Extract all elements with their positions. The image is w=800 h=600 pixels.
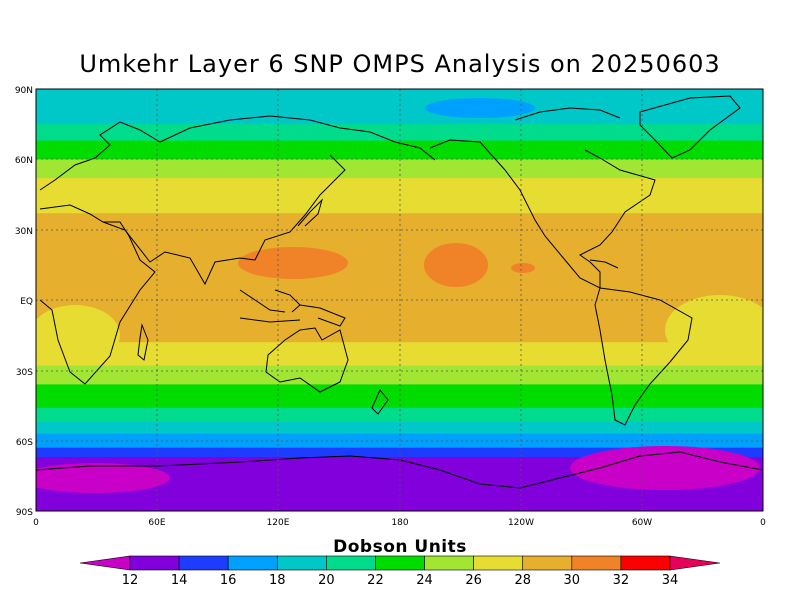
grid-lines	[36, 89, 763, 511]
contour-band-2	[36, 140, 763, 160]
colorbar-box-6	[375, 555, 425, 571]
latitude-axis: 90N 60N 30N EQ 30S 60S 90S	[15, 86, 33, 518]
central-pacific-max-region	[424, 243, 488, 287]
lat-label-90n: 90N	[15, 86, 33, 96]
colorbar-box-10	[571, 555, 622, 571]
africa-yellow-region	[36, 305, 120, 365]
colorbar-label-18: 18	[269, 573, 286, 588]
longitude-axis: 0 60E 120E 180 120W 60W 0	[33, 518, 766, 528]
colorbar-label-26: 26	[465, 573, 482, 588]
contour-band-7	[36, 365, 763, 385]
colorbar-box-3	[227, 555, 278, 571]
lon-label-0-west: 0	[33, 518, 39, 528]
arctic-low-region	[425, 98, 535, 118]
colorbar-box-5	[326, 555, 376, 571]
contour-band-9	[36, 407, 763, 423]
coastlines	[36, 95, 763, 489]
map-title: Umkehr Layer 6 SNP OMPS Analysis on 2025…	[79, 50, 721, 78]
colorbar-label-20: 20	[318, 573, 335, 588]
contour-band-11	[36, 433, 763, 449]
antarctic-min-region-east	[36, 463, 170, 493]
colorbar: 12 14 16 18 20 22 24 26 28 30 32 34	[79, 555, 721, 588]
colorbar-label-22: 22	[367, 573, 384, 588]
colorbar-label-30: 30	[564, 573, 581, 588]
colorbar-label-34: 34	[662, 573, 679, 588]
contour-band-5	[36, 213, 763, 343]
colorbar-label-16: 16	[220, 573, 237, 588]
lon-label-60e: 60E	[148, 518, 165, 528]
map-frame	[35, 88, 764, 512]
colorbar-title: Dobson Units	[333, 537, 467, 557]
colorbar-box-9	[522, 555, 573, 571]
colorbar-label-32: 32	[613, 573, 630, 588]
colorbar-max-triangle	[669, 555, 721, 571]
lat-label-60n: 60N	[15, 156, 33, 166]
west-pacific-max-region	[238, 247, 348, 279]
atlantic-yellow-region	[665, 295, 763, 365]
colorbar-box-4	[276, 555, 327, 571]
colorbar-label-14: 14	[171, 573, 188, 588]
colorbar-box-11	[620, 555, 671, 571]
contour-band-1	[36, 124, 763, 142]
colorbar-label-24: 24	[416, 573, 433, 588]
contour-band-8	[36, 384, 763, 409]
colorbar-label-12: 12	[122, 573, 139, 588]
lon-label-120w: 120W	[508, 518, 534, 528]
colorbar-min-triangle	[79, 555, 131, 571]
contour-band-3	[36, 159, 763, 179]
colorbar-box-7	[424, 555, 474, 571]
colorbar-box-8	[473, 555, 524, 571]
lon-label-60w: 60W	[632, 518, 652, 528]
contour-band-12	[36, 447, 763, 458]
contour-band-0	[36, 89, 763, 125]
antarctic-min-region-west	[570, 446, 760, 490]
east-pacific-max-region	[511, 263, 535, 273]
lat-label-30n: 30N	[15, 227, 33, 237]
colorbar-box-1	[129, 555, 180, 571]
contour-band-10	[36, 421, 763, 435]
lat-label-30s: 30S	[16, 368, 33, 378]
contour-band-6	[36, 342, 763, 367]
lat-label-eq: EQ	[20, 297, 33, 307]
colorbar-box-2	[178, 555, 229, 571]
lat-label-60s: 60S	[16, 438, 33, 448]
lon-label-180: 180	[391, 518, 408, 528]
colorbar-label-28: 28	[514, 573, 531, 588]
lon-label-0-east: 0	[760, 518, 766, 528]
lon-label-120e: 120E	[267, 518, 290, 528]
lat-label-90s: 90S	[16, 508, 33, 518]
